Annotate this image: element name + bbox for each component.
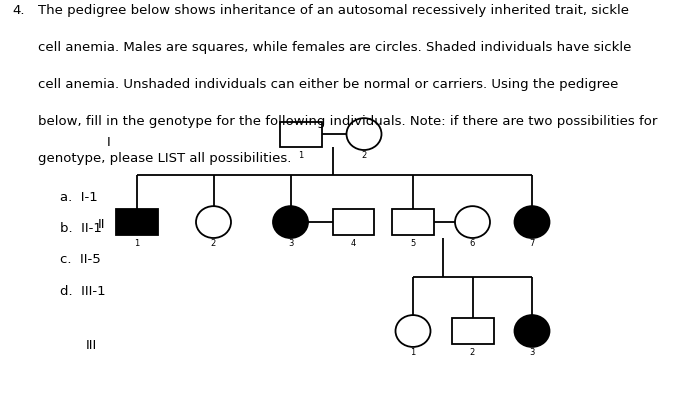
Ellipse shape	[514, 315, 550, 347]
Text: 4: 4	[351, 238, 356, 248]
Text: d.  III-1: d. III-1	[60, 285, 105, 298]
Text: cell anemia. Males are squares, while females are circles. Shaded individuals ha: cell anemia. Males are squares, while fe…	[38, 41, 632, 54]
Ellipse shape	[196, 206, 231, 238]
Text: The pedigree below shows inheritance of an autosomal recessively inherited trait: The pedigree below shows inheritance of …	[38, 4, 629, 17]
Text: a.  I-1: a. I-1	[60, 191, 97, 204]
Ellipse shape	[514, 206, 550, 238]
Bar	[392, 210, 434, 235]
Ellipse shape	[273, 206, 308, 238]
Text: b.  II-1: b. II-1	[60, 222, 102, 235]
Text: 2: 2	[470, 348, 475, 357]
Text: 1: 1	[410, 348, 416, 357]
Text: 2: 2	[211, 238, 216, 248]
Text: I: I	[106, 136, 111, 149]
Text: below, fill in the genotype for the following individuals. Note: if there are tw: below, fill in the genotype for the foll…	[38, 115, 658, 128]
Text: 6: 6	[470, 238, 475, 248]
Text: 1: 1	[298, 150, 304, 160]
Bar	[116, 210, 158, 235]
Ellipse shape	[346, 118, 382, 150]
Bar	[452, 318, 493, 344]
Bar	[280, 122, 322, 147]
Ellipse shape	[395, 315, 430, 347]
Text: 1: 1	[134, 238, 139, 248]
Text: III: III	[85, 339, 97, 352]
Text: c.  II-5: c. II-5	[60, 253, 100, 266]
Text: 2: 2	[361, 150, 367, 160]
Text: 3: 3	[529, 348, 535, 357]
Text: II: II	[98, 217, 105, 231]
Bar	[332, 210, 375, 235]
Text: genotype, please LIST all possibilities.: genotype, please LIST all possibilities.	[38, 152, 292, 165]
Text: 4.: 4.	[13, 4, 25, 17]
Text: 7: 7	[529, 238, 535, 248]
Ellipse shape	[455, 206, 490, 238]
Text: 3: 3	[288, 238, 293, 248]
Text: cell anemia. Unshaded individuals can either be normal or carriers. Using the pe: cell anemia. Unshaded individuals can ei…	[38, 78, 619, 91]
Text: 5: 5	[410, 238, 416, 248]
